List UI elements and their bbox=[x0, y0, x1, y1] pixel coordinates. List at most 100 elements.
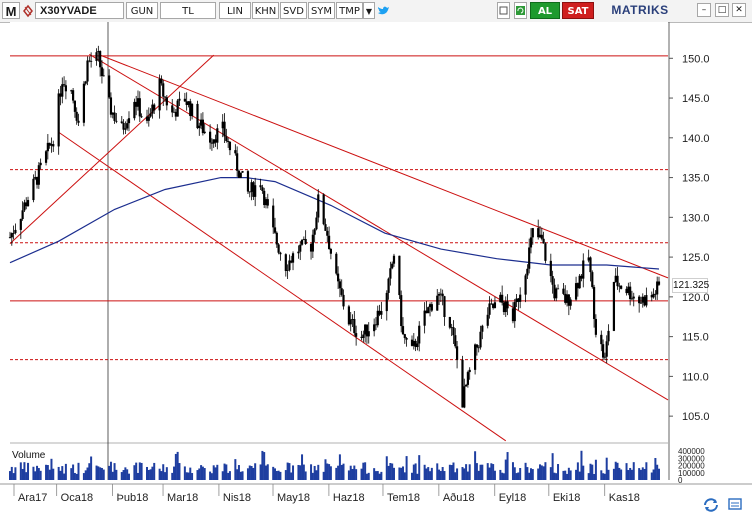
price-tick-label: 140.0 bbox=[682, 133, 710, 145]
candle-body bbox=[448, 316, 451, 328]
candle-body bbox=[201, 119, 204, 134]
volume-bar bbox=[86, 467, 89, 480]
volume-bar bbox=[227, 472, 230, 480]
twitter-icon[interactable] bbox=[376, 2, 390, 19]
volume-bar bbox=[575, 469, 578, 480]
volume-bar bbox=[61, 466, 64, 480]
candle-body bbox=[437, 293, 441, 296]
volume-bar bbox=[618, 467, 621, 480]
sell-button[interactable]: SAT bbox=[562, 2, 594, 19]
volume-bar bbox=[481, 464, 484, 480]
candle-body bbox=[338, 281, 342, 289]
volume-bar bbox=[612, 468, 615, 480]
refresh-button[interactable] bbox=[514, 2, 527, 19]
candle-body bbox=[299, 244, 302, 252]
volume-bar bbox=[632, 462, 635, 480]
toolbar-square-button[interactable] bbox=[497, 2, 510, 19]
candle-body bbox=[288, 260, 291, 271]
volume-bar bbox=[315, 470, 318, 480]
volume-bar bbox=[589, 463, 592, 480]
minimize-icon[interactable]: – bbox=[697, 3, 711, 17]
volume-bar bbox=[602, 473, 605, 480]
close-icon[interactable]: ✕ bbox=[732, 3, 746, 17]
volume-bar bbox=[149, 469, 152, 480]
volume-bar bbox=[326, 463, 329, 480]
candle-body bbox=[77, 120, 80, 123]
svd-button[interactable]: SVD bbox=[280, 2, 307, 19]
candle-body bbox=[511, 308, 515, 322]
candle-body bbox=[259, 185, 262, 188]
volume-bar bbox=[474, 451, 477, 480]
candle-body bbox=[454, 335, 457, 347]
period-button[interactable]: GUN bbox=[126, 2, 158, 19]
currency-button[interactable]: TL bbox=[160, 2, 216, 19]
volume-bar bbox=[657, 468, 660, 480]
candle-body bbox=[111, 112, 114, 115]
volume-bar bbox=[174, 453, 177, 480]
tmp-button[interactable]: TMP bbox=[336, 2, 363, 19]
candle-body bbox=[86, 60, 89, 82]
candle-body bbox=[99, 51, 102, 68]
volume-bar bbox=[551, 453, 554, 480]
volume-bar bbox=[284, 470, 287, 480]
candle-body bbox=[398, 255, 401, 296]
volume-bar bbox=[638, 468, 641, 480]
khn-button[interactable]: KHN bbox=[252, 2, 279, 19]
volume-bar bbox=[310, 464, 313, 480]
scale-button[interactable]: LIN bbox=[219, 2, 251, 19]
volume-bar bbox=[214, 467, 217, 480]
date-tick-label: Oca18 bbox=[61, 492, 93, 504]
candle-body bbox=[374, 324, 378, 326]
dropdown-arrow-icon[interactable]: ▼ bbox=[363, 2, 375, 19]
volume-bar bbox=[84, 470, 87, 480]
candle-body bbox=[25, 202, 28, 207]
candle-body bbox=[336, 273, 340, 282]
link-icon[interactable] bbox=[21, 2, 35, 19]
sync-icon[interactable] bbox=[700, 496, 722, 514]
volume-bar bbox=[519, 468, 522, 480]
volume-bar bbox=[21, 468, 24, 480]
candle-body bbox=[315, 217, 318, 230]
date-tick-label: Aðu18 bbox=[443, 492, 475, 504]
settings-icon[interactable] bbox=[724, 496, 746, 514]
maximize-icon[interactable]: □ bbox=[715, 3, 729, 17]
candle-body bbox=[493, 302, 497, 308]
candle-body bbox=[616, 275, 619, 287]
candle-body bbox=[309, 244, 313, 252]
candle-body bbox=[629, 286, 632, 300]
volume-bar bbox=[212, 465, 215, 480]
candle-body bbox=[481, 325, 484, 332]
candle-body bbox=[138, 98, 141, 117]
volume-bar bbox=[216, 464, 219, 480]
candle-body bbox=[227, 140, 230, 142]
volume-bar bbox=[189, 467, 192, 480]
candle-body bbox=[160, 78, 163, 84]
sym-button[interactable]: SYM bbox=[308, 2, 335, 19]
candle-body bbox=[100, 67, 104, 77]
volume-bar bbox=[463, 468, 466, 480]
matriks-logo-button[interactable]: M bbox=[2, 2, 20, 19]
volume-bar bbox=[587, 473, 590, 480]
volume-bar bbox=[517, 472, 520, 480]
candle-body bbox=[567, 294, 570, 306]
candle-body bbox=[564, 293, 567, 303]
candle-body bbox=[528, 247, 531, 269]
candle-body bbox=[135, 101, 138, 107]
candle-body bbox=[468, 369, 471, 373]
candle-body bbox=[641, 296, 644, 303]
candle-body bbox=[517, 298, 520, 302]
buy-button[interactable]: AL bbox=[530, 2, 560, 19]
candle-body bbox=[380, 311, 383, 315]
volume-bar bbox=[329, 466, 332, 480]
candle-body bbox=[62, 84, 66, 86]
candle-body bbox=[32, 178, 35, 201]
symbol-field[interactable]: X30YVADE bbox=[35, 2, 124, 19]
volume-bar bbox=[23, 462, 26, 480]
volume-bar bbox=[549, 467, 552, 480]
candle-body bbox=[373, 324, 376, 332]
candle-body bbox=[250, 182, 253, 192]
candle-body bbox=[553, 284, 556, 299]
